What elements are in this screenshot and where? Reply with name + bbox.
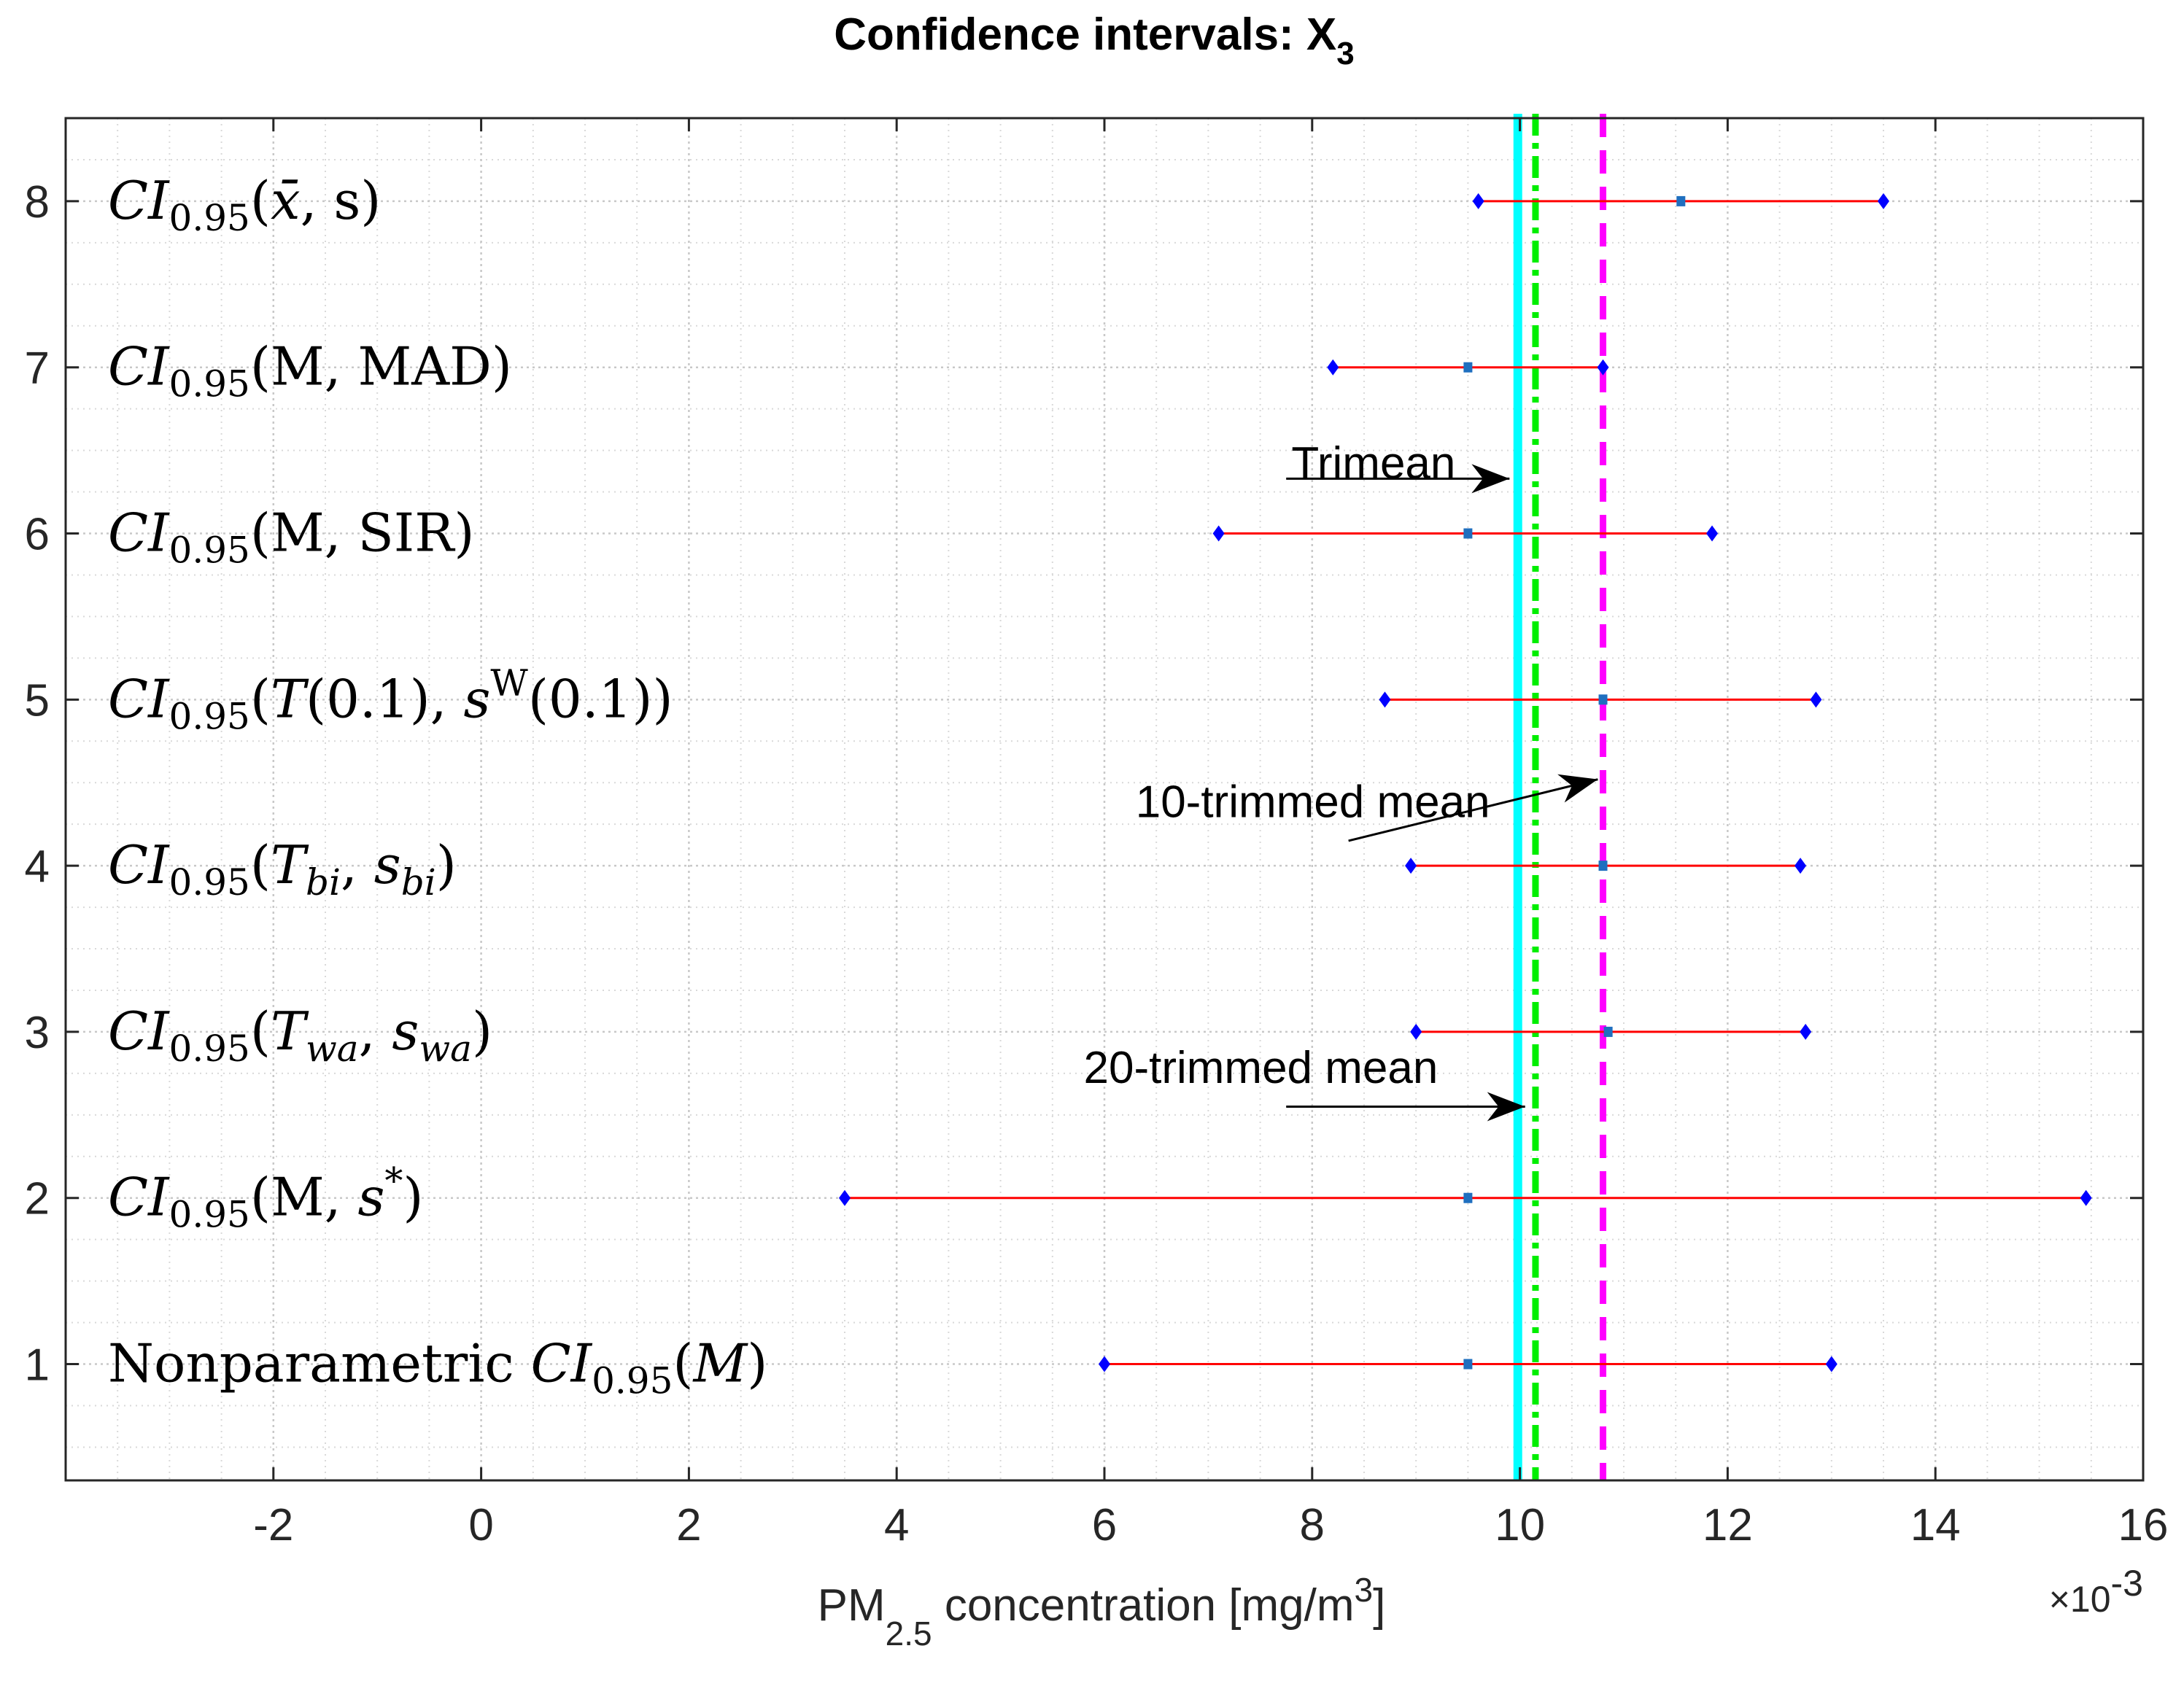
reference-lines	[1513, 114, 1607, 1480]
annotation-label-20-trimmed-mean: 20-trimmed mean	[1084, 1043, 1438, 1093]
interval-center-marker	[1676, 195, 1686, 206]
interval-label-y5: CI0.95(T(0.1), sW(0.1))	[108, 661, 673, 737]
interval-upper-endpoint	[1878, 193, 1889, 209]
annotation-arrow-shaft-10-trimmed-mean	[1348, 778, 1598, 842]
chart-title: Confidence intervals: X3	[834, 9, 1355, 71]
x-tick-label: -2	[253, 1500, 293, 1550]
y-tick-label: 6	[25, 510, 50, 560]
interval-upper-endpoint	[1800, 1023, 1812, 1040]
y-tick-label: 5	[25, 675, 50, 726]
interval-label-y2: CI0.95(M, s*)	[108, 1160, 424, 1236]
y-tick-label: 2	[25, 1174, 50, 1224]
interval-center-marker	[1463, 1359, 1473, 1370]
interval-center-marker	[1598, 861, 1608, 871]
x-tick-label: 0	[468, 1500, 493, 1550]
interval-upper-endpoint	[1794, 858, 1807, 874]
annotation-arrow-head-trimean	[1471, 464, 1510, 494]
interval-upper-endpoint	[1825, 1356, 1838, 1372]
y-tick-label: 8	[25, 177, 50, 228]
interval-center-marker	[1463, 362, 1473, 373]
x-tick-label: 14	[1910, 1500, 1961, 1550]
x-tick-label: 6	[1092, 1500, 1117, 1550]
interval-label-y8: CI0.95(x̄, s)	[108, 170, 381, 239]
x-tick-label: 8	[1300, 1500, 1325, 1550]
x-tick-label: 12	[1703, 1500, 1753, 1550]
interval-label-y6: CI0.95(M, SIR)	[108, 502, 475, 572]
y-tick-labels: 1 2 3 4 5 6 7 8	[25, 177, 50, 1391]
interval-lower-endpoint	[1410, 1023, 1422, 1040]
x-tick-label: 4	[884, 1500, 909, 1550]
interval-lower-endpoint	[1212, 525, 1225, 542]
y-tick-label: 7	[25, 343, 50, 394]
interval-center-marker	[1603, 1026, 1613, 1037]
intervals	[839, 193, 2092, 1372]
interval-upper-endpoint	[1706, 525, 1719, 542]
interval-upper-endpoint	[1810, 691, 1822, 708]
x-tick-labels: -2 0 2 4 6 8 10 12 14 16	[253, 1500, 2168, 1550]
interval-labels: CI0.95(x̄, s) CI0.95(M, MAD) CI0.95(M, SIR…	[108, 170, 767, 1402]
interval-lower-endpoint	[1379, 691, 1391, 708]
interval-upper-endpoint	[1597, 359, 1609, 376]
annotation-arrow-head-10-trimmed-mean	[1557, 774, 1598, 803]
axes	[64, 117, 2145, 1482]
annotation-label-10-trimmed-mean: 10-trimmed mean	[1136, 777, 1490, 828]
interval-upper-endpoint	[2080, 1189, 2092, 1206]
annotation-label-trimean: Trimean	[1291, 438, 1455, 489]
chart-title-subscript: 3	[1336, 36, 1354, 71]
interval-lower-endpoint	[1472, 193, 1484, 209]
x-tick-label: 10	[1495, 1500, 1545, 1550]
interval-label-y3: CI0.95(Twa, swa)	[108, 1001, 492, 1070]
x-tick-label: 16	[2118, 1500, 2169, 1550]
x-exponent-label: ×10-3	[2049, 1563, 2143, 1620]
annotations: Trimean 10-trimmed mean 20-trimmed mean	[1084, 438, 1598, 1122]
interval-lower-endpoint	[1099, 1356, 1110, 1372]
y-tick-label: 4	[25, 842, 50, 892]
interval-label-y1: Nonparametric CI0.95(M)	[108, 1333, 767, 1402]
interval-center-marker	[1463, 1192, 1473, 1203]
y-tick-label: 1	[25, 1340, 50, 1391]
interval-lower-endpoint	[839, 1189, 851, 1206]
x-exponent-superscript: -3	[2111, 1563, 2143, 1604]
interval-lower-endpoint	[1405, 858, 1417, 874]
x-tick-label: 2	[676, 1500, 701, 1550]
interval-center-marker	[1463, 528, 1473, 539]
interval-label-y4: CI0.95(Tbi, sbi)	[108, 834, 457, 904]
annotation-arrow-head-20-trimmed-mean	[1487, 1092, 1525, 1122]
y-tick-label: 3	[25, 1008, 50, 1058]
interval-label-y7: CI0.95(M, MAD)	[108, 336, 512, 405]
interval-lower-endpoint	[1327, 359, 1339, 376]
interval-center-marker	[1598, 694, 1608, 705]
x-axis-label: PM2.5 concentration [mg/m3]	[818, 1571, 1386, 1652]
